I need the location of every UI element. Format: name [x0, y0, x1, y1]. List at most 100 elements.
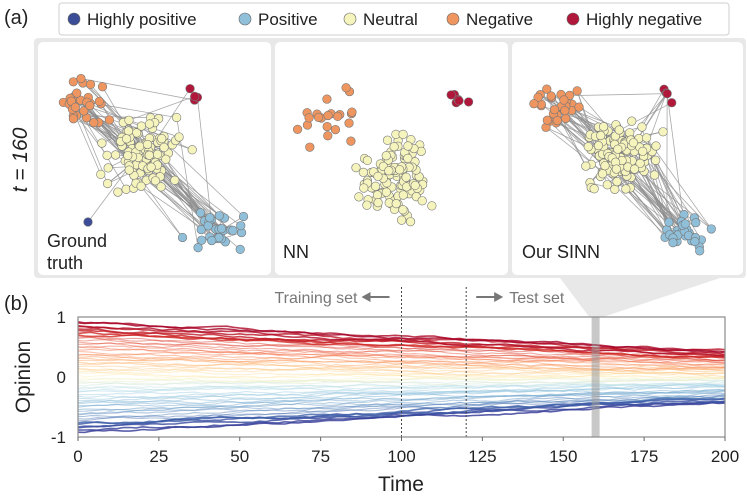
network-node — [370, 181, 381, 191]
network-node — [346, 136, 356, 146]
y-tick-label: -1 — [51, 428, 66, 447]
network-node — [627, 116, 637, 126]
opinion-line — [77, 350, 726, 366]
network-node — [123, 150, 133, 161]
network-node — [403, 141, 413, 151]
network-node — [322, 121, 332, 132]
y-tick-label: 1 — [57, 308, 66, 327]
network-node — [628, 138, 639, 148]
network-node — [197, 235, 207, 245]
legend-marker-negative — [446, 12, 460, 26]
network-node — [323, 131, 333, 141]
opinion-chart: 0 25 50 75 100 125 150 175 200 -1 0 1 Time Opinion… — [12, 287, 739, 496]
network-edge — [163, 140, 244, 217]
network-node — [205, 213, 215, 223]
training-set-label: Training set — [275, 290, 359, 307]
network-caption-line2: truth — [47, 253, 83, 273]
network-node — [196, 224, 206, 235]
network-node — [347, 107, 357, 117]
network-node — [102, 178, 113, 189]
legend-item-neutral: Neutral — [343, 10, 418, 29]
opinion-line — [77, 345, 726, 362]
opinion-line — [77, 394, 726, 416]
network-node — [358, 167, 368, 177]
network-panel-nn: NN — [275, 42, 508, 275]
opinion-line — [77, 389, 726, 405]
x-tick-label: 125 — [468, 447, 496, 466]
network-node — [322, 94, 332, 104]
network-node — [344, 118, 354, 128]
network-node — [613, 144, 623, 154]
network-node — [228, 225, 238, 236]
network-node — [305, 142, 315, 152]
legend-item-highly-negative: Highly negative — [566, 10, 702, 29]
network-node — [362, 200, 372, 210]
network-edge — [80, 78, 195, 101]
network-node — [203, 221, 213, 231]
network-node — [561, 113, 571, 124]
opinion-line — [77, 383, 726, 399]
network-node — [552, 115, 562, 126]
network-node — [706, 224, 716, 234]
network-node — [593, 141, 604, 151]
panel-a-tag: (a) — [4, 7, 28, 29]
network-node — [97, 138, 107, 148]
network-node — [83, 217, 93, 227]
network-node — [72, 88, 82, 98]
network-node — [690, 236, 700, 247]
network-node — [596, 130, 606, 141]
network-node — [384, 166, 394, 176]
network-node — [667, 98, 677, 108]
arrow-head — [361, 292, 371, 302]
network-edge — [666, 93, 686, 229]
legend-item-highly-positive: Highly positive — [67, 10, 197, 29]
network-node — [598, 122, 609, 132]
network-node — [401, 172, 411, 182]
network-node — [123, 126, 134, 136]
x-tick-label: 200 — [711, 447, 739, 466]
network-node — [102, 150, 112, 160]
opinion-line — [77, 392, 726, 412]
network-node — [662, 89, 672, 99]
panel-b-tag: (b) — [4, 293, 28, 315]
network-node — [372, 190, 383, 200]
network-node — [170, 175, 180, 185]
legend-marker-highly-positive — [67, 12, 81, 26]
network-node — [651, 141, 661, 151]
network-node — [97, 82, 108, 92]
opinion-line — [77, 341, 726, 362]
network-node — [649, 170, 660, 180]
network-node — [113, 187, 123, 197]
highlight-band — [591, 317, 600, 437]
y-tick-label: 0 — [57, 368, 66, 387]
network-node — [417, 196, 427, 206]
network-node — [124, 165, 134, 175]
network-node — [85, 101, 95, 111]
network-node — [398, 205, 408, 215]
network-node — [381, 151, 391, 161]
network-node — [359, 183, 369, 193]
network-node — [150, 176, 161, 186]
network-node — [463, 97, 474, 107]
network-node — [611, 164, 621, 174]
network-node — [574, 102, 584, 112]
network-node — [589, 184, 599, 194]
network-node — [333, 111, 343, 122]
legend: Highly positive Positive Neutral Negativ… — [67, 10, 702, 29]
network-graph — [292, 83, 474, 227]
network-node — [68, 114, 79, 124]
network-node — [292, 124, 303, 134]
network-node — [638, 146, 648, 156]
opinion-lines — [77, 321, 726, 434]
network-node — [161, 154, 171, 164]
x-tick-label: 0 — [73, 447, 82, 466]
network-node — [549, 105, 560, 115]
network-nodes — [292, 83, 474, 227]
network-node — [313, 112, 324, 122]
network-node — [614, 125, 624, 135]
network-caption: NN — [283, 242, 309, 262]
network-node — [214, 211, 224, 221]
x-tick-label: 150 — [549, 447, 577, 466]
network-node — [235, 244, 245, 255]
network-node — [216, 224, 227, 234]
